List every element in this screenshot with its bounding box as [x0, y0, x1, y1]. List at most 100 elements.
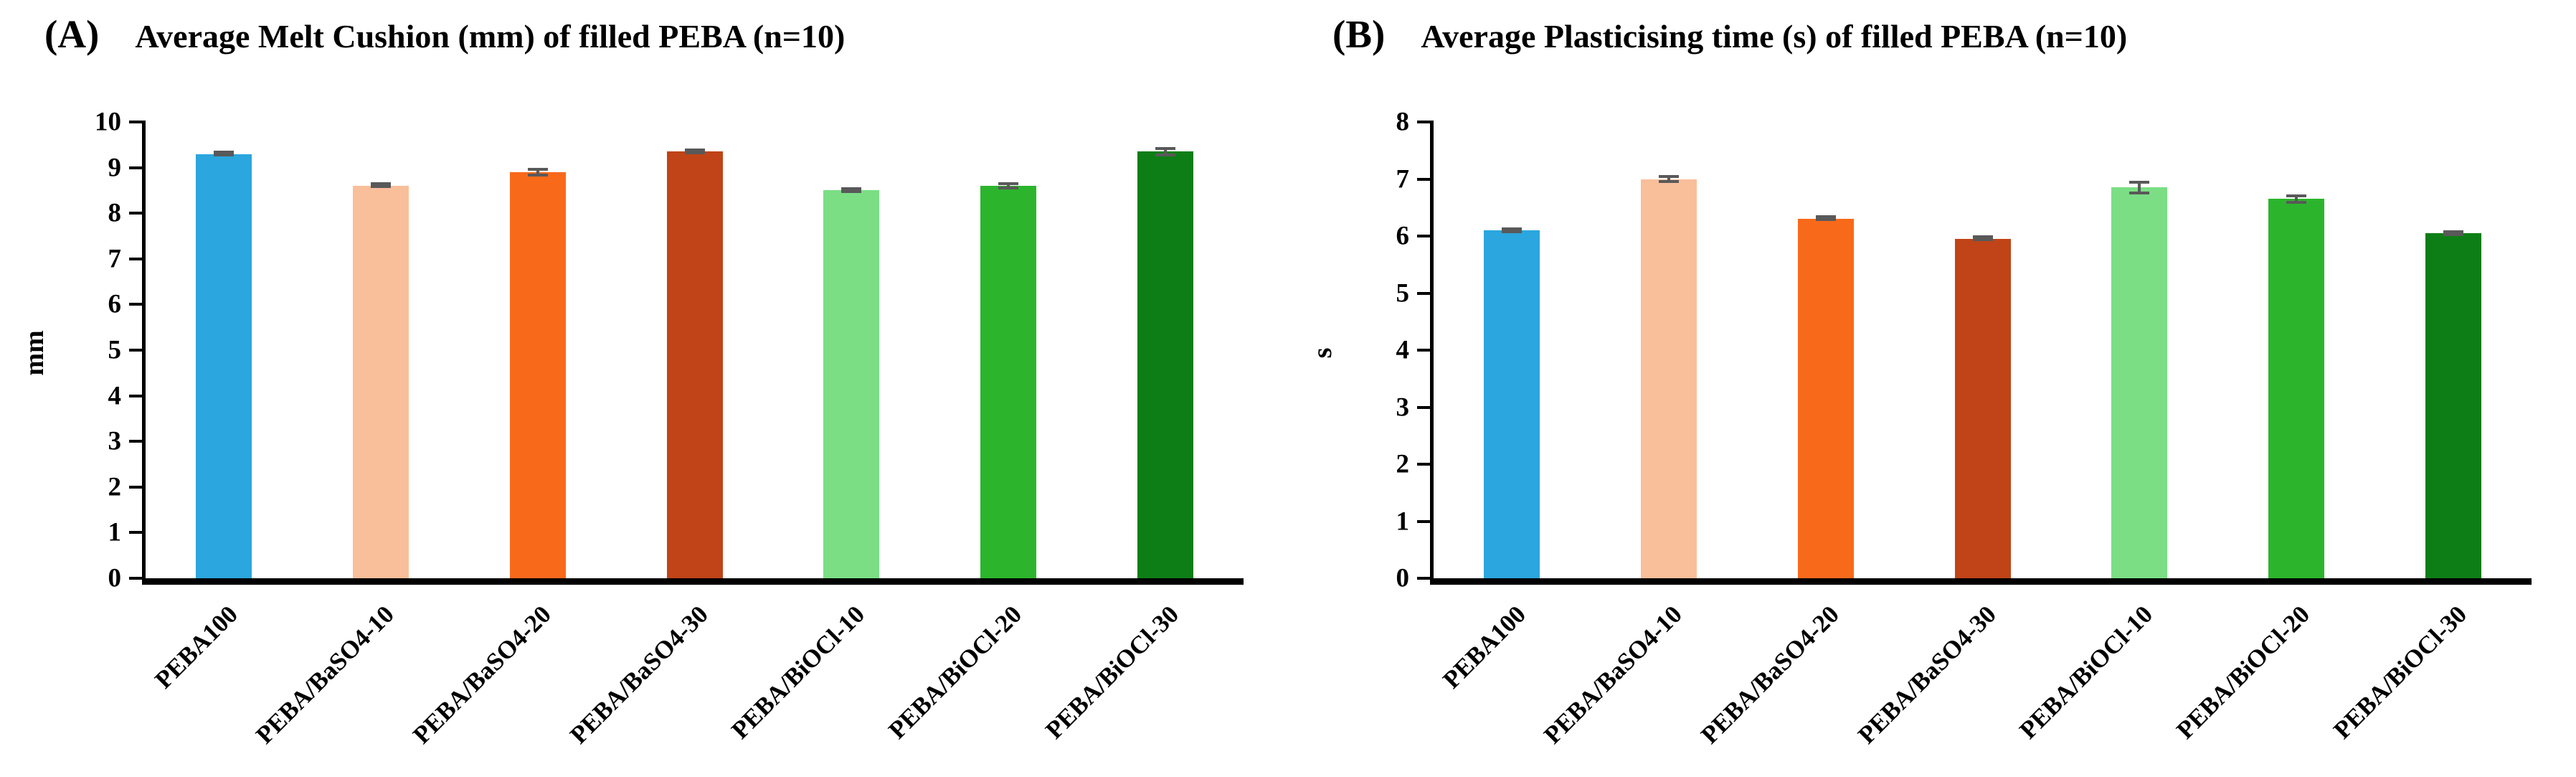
- panel-a-letter: (A): [44, 12, 100, 56]
- y-axis-tick-label: 5: [1396, 278, 1410, 308]
- bar-peba-baso4-10: [1641, 179, 1697, 578]
- y-axis-tick-label: 6: [1396, 221, 1410, 251]
- y-axis-tick-label: 1: [108, 517, 122, 547]
- y-axis-tick-mark: [1417, 291, 1434, 295]
- error-bar-line: [1163, 149, 1167, 154]
- panel-a: (A) Average Melt Cushion (mm) of filled …: [19, 11, 1244, 749]
- y-axis-tick-label: 7: [1396, 164, 1410, 194]
- y-axis-tick-label: 3: [1396, 392, 1410, 422]
- y-axis-tick-mark: [129, 394, 146, 397]
- y-axis-tick-mark: [129, 577, 146, 580]
- y-axis-tick-label: 2: [108, 472, 122, 502]
- y-axis-tick-label: 8: [108, 198, 122, 228]
- panel-b-header: (B) Average Plasticising time (s) of fil…: [1332, 11, 2127, 57]
- x-axis-label: PEBA/BiOCl-30: [1039, 600, 1184, 745]
- y-axis-tick-label: 1: [1396, 507, 1410, 536]
- y-axis-title-a: mm: [19, 330, 49, 376]
- error-bar: [371, 182, 392, 189]
- error-bar: [214, 151, 235, 157]
- y-axis-tick-mark: [129, 485, 146, 489]
- error-bar: [998, 182, 1018, 190]
- error-bar-line: [2294, 197, 2298, 201]
- bar-peba-baso4-20: [509, 171, 566, 578]
- x-axis-label: PEBA/BiOCl-10: [2014, 600, 2159, 745]
- error-bar-line: [536, 170, 539, 174]
- x-axis-label: PEBA/BaSO4-10: [1538, 600, 1688, 750]
- y-axis-tick-mark: [1417, 177, 1434, 181]
- y-axis-tick-label: 9: [108, 153, 122, 183]
- bar-peba-biocl-30: [2425, 233, 2481, 578]
- error-bar: [1972, 235, 1993, 242]
- error-bar: [1155, 146, 1175, 156]
- y-axis-tick-mark: [1417, 405, 1434, 409]
- error-bar-line: [2138, 183, 2141, 192]
- y-axis-tick-mark: [1417, 349, 1434, 352]
- error-bar: [1502, 227, 1523, 234]
- bar-peba100: [196, 154, 252, 578]
- x-axis-label: PEBA/BaSO4-30: [1852, 600, 2002, 750]
- bar-peba100: [1484, 230, 1540, 578]
- y-axis-tick-label: 2: [1396, 449, 1410, 479]
- y-axis-tick-mark: [1417, 519, 1434, 523]
- error-bar: [841, 187, 862, 193]
- bar-peba-biocl-30: [1137, 151, 1193, 578]
- x-axis-label: PEBA/BiOCl-30: [2327, 600, 2472, 745]
- x-axis-label: PEBA100: [1436, 600, 1531, 694]
- y-axis-tick-mark: [1417, 235, 1434, 237]
- y-axis-tick-label: 4: [1396, 335, 1410, 365]
- y-axis-tick-mark: [129, 166, 146, 169]
- plot-area-b: 0 1 2 3 4 5 6 7 8 PEBA100 PEBA/BaSO4-10 PEBA/BaSO4-…: [1396, 109, 2532, 749]
- x-axis-label: PEBA/BaSO4-10: [250, 600, 400, 750]
- error-bar-line: [1006, 184, 1010, 187]
- y-axis-tick-mark: [129, 257, 146, 260]
- y-axis-tick-label: 3: [108, 426, 122, 456]
- error-bar: [2443, 230, 2463, 236]
- y-axis-tick-label: 7: [108, 244, 122, 274]
- y-axis-tick-mark: [1417, 577, 1434, 580]
- plot-area-a: 0 1 2 3 4 5 6 7 8 9 10 PEBA100 PEBA/BaSO4-10 PEBA/BaS…: [95, 109, 1244, 749]
- x-axis-label: PEBA/BiOCl-20: [883, 600, 1028, 745]
- x-axis-label: PEBA/BiOCl-10: [726, 600, 871, 745]
- y-axis-tick-label: 8: [1396, 107, 1410, 137]
- y-axis-tick-mark: [129, 212, 146, 215]
- y-axis-tick-label: 0: [108, 563, 122, 593]
- bar-peba-biocl-20: [2268, 199, 2324, 578]
- bar-peba-biocl-20: [980, 186, 1036, 578]
- panel-b: (B) Average Plasticising time (s) of fil…: [1288, 0, 2576, 777]
- y-axis-tick-mark: [129, 531, 146, 535]
- bar-peba-biocl-10: [823, 190, 880, 578]
- y-axis-tick-mark: [1417, 121, 1434, 123]
- error-bar: [684, 148, 705, 154]
- error-bar: [2286, 194, 2306, 204]
- x-axis-label: PEBA/BaSO4-20: [1695, 600, 1845, 750]
- y-axis-tick-label: 5: [108, 335, 122, 365]
- chart-a-title: Average Melt Cushion (mm) of filled PEBA…: [135, 18, 846, 55]
- y-axis-tick-mark: [129, 303, 146, 306]
- error-bar: [527, 167, 548, 177]
- y-axis-tick-mark: [1417, 463, 1434, 466]
- y-axis-tick-label: 6: [108, 289, 122, 319]
- bar-peba-baso4-20: [1797, 219, 1854, 578]
- x-axis-label: PEBA100: [148, 600, 243, 694]
- x-axis-label: PEBA/BaSO4-30: [564, 600, 714, 750]
- y-axis-tick-mark: [129, 349, 146, 352]
- panel-a-header: (A) Average Melt Cushion (mm) of filled …: [44, 11, 845, 57]
- bar-peba-baso4-10: [353, 186, 409, 578]
- error-bar: [1659, 174, 1680, 184]
- error-bar: [1815, 215, 1836, 222]
- y-axis-tick-label: 4: [108, 381, 122, 411]
- x-axis-label: PEBA/BaSO4-20: [407, 600, 557, 750]
- y-axis-tick-label: 0: [1396, 563, 1410, 593]
- x-axis-label: PEBA/BiOCl-20: [2171, 600, 2316, 745]
- bar-peba-baso4-30: [666, 151, 723, 578]
- y-axis-tick-mark: [129, 440, 146, 443]
- y-axis-tick-label: 10: [95, 107, 121, 137]
- bar-peba-baso4-30: [1954, 238, 2011, 578]
- panel-b-letter: (B): [1332, 12, 1386, 56]
- chart-b-title: Average Plasticising time (s) of filled …: [1421, 18, 2128, 55]
- error-bar: [2129, 180, 2150, 194]
- y-axis-tick-mark: [129, 121, 146, 123]
- y-axis-title-b: s: [1307, 347, 1337, 359]
- error-bar-line: [1667, 177, 1671, 181]
